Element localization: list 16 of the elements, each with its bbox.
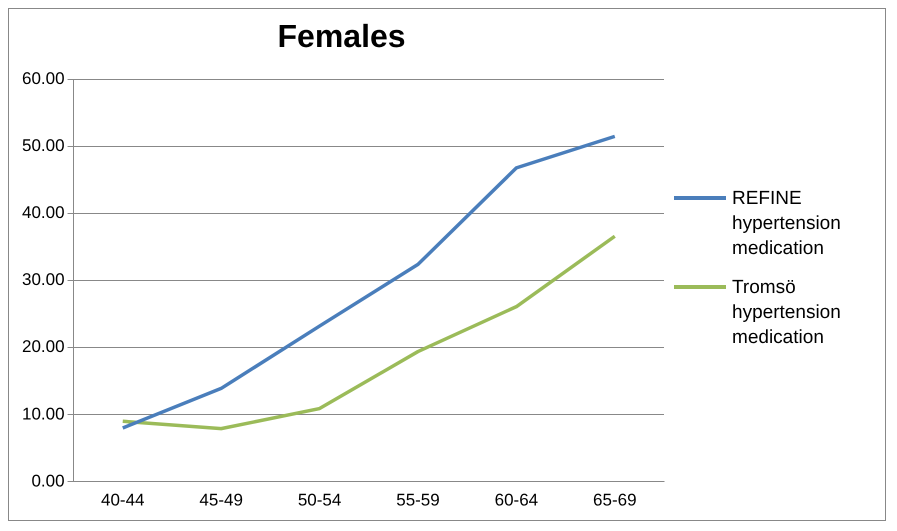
y-tick-label: 50.00 [22,136,65,156]
y-tick-label: 10.00 [22,404,65,424]
y-tick-label: 60.00 [22,69,65,88]
chart-title: Females [277,18,406,54]
legend-label: Tromsö hypertension medication [732,276,842,350]
y-tick-label: 0.00 [31,471,65,490]
x-tick-label: 65-69 [593,490,637,510]
x-tick-label: 40-44 [101,490,144,510]
y-tick-label: 40.00 [22,203,65,222]
y-tick-label: 30.00 [22,270,65,290]
x-tick-label: 55-59 [396,490,440,510]
x-tick-label: 45-49 [199,490,243,510]
legend-label: REFINE hypertension medication [732,186,842,260]
x-tick-label: 60-64 [494,490,538,510]
x-tick-label: 50-54 [298,490,342,510]
y-tick-label: 20.00 [22,337,65,356]
